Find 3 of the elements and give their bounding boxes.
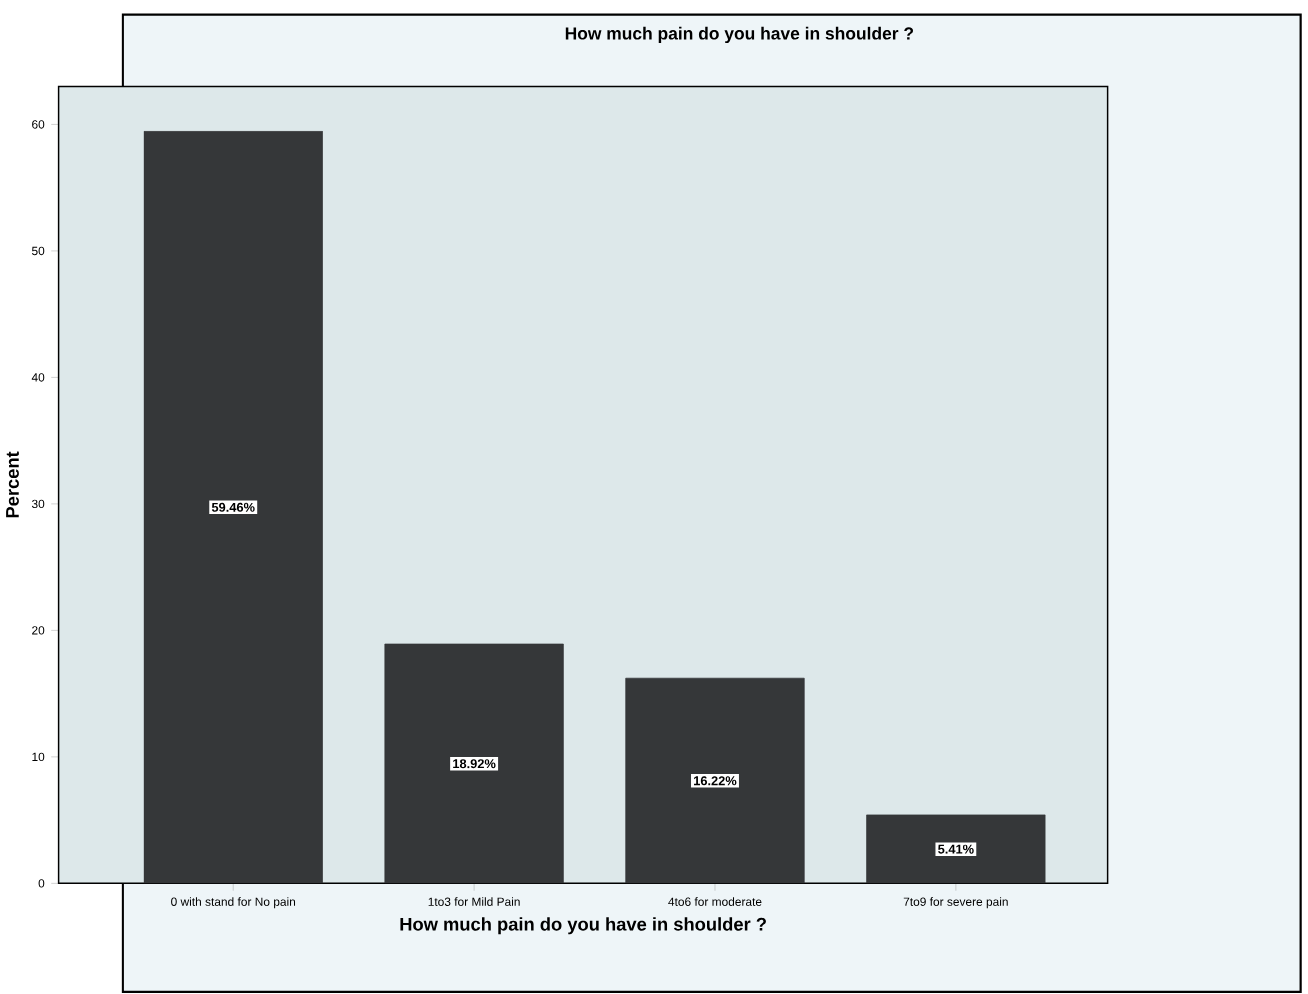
- y-axis-title: Percent: [6, 451, 19, 518]
- x-axis-title: How much pain do you have in shoulder ?: [400, 917, 766, 935]
- chart-title: How much pain do you have in shoulder ?: [565, 26, 914, 44]
